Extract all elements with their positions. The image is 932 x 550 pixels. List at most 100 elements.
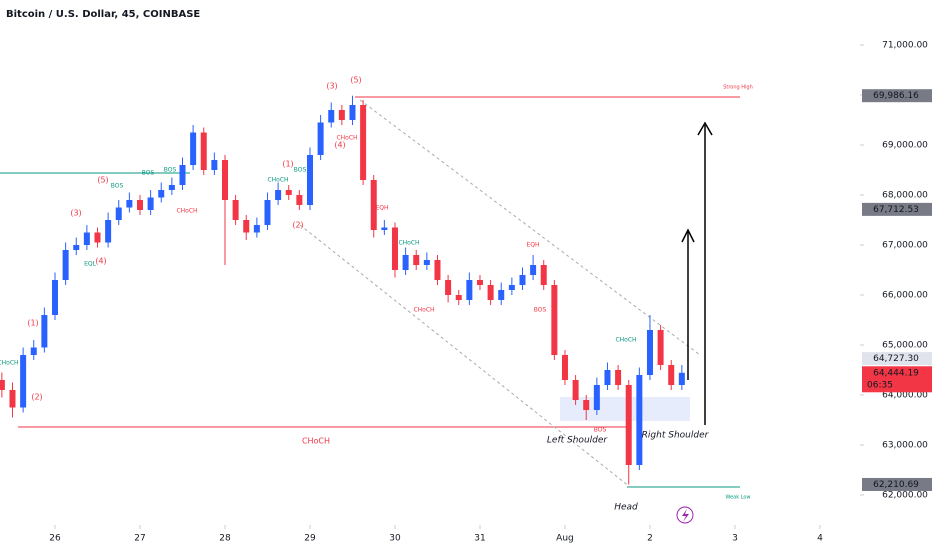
y-tick-label: 71,000.00 <box>882 41 928 51</box>
candle-body <box>604 370 611 385</box>
lightning-icon[interactable] <box>676 506 694 524</box>
chart-title: Bitcoin / U.S. Dollar, 45, COINBASE <box>6 9 200 20</box>
candle-body <box>211 160 218 170</box>
candle-body <box>147 197 154 210</box>
price-label-box <box>862 89 932 103</box>
x-tick-label: 29 <box>304 534 316 544</box>
candle-body <box>41 315 48 348</box>
annotation: Right Shoulder <box>642 431 710 441</box>
zone-box <box>560 397 690 421</box>
candle-body <box>572 380 579 400</box>
annotation: (4) <box>95 257 106 266</box>
annotation: BOS <box>111 183 124 190</box>
y-tick-label: 63,000.00 <box>882 441 928 451</box>
annotation: CHoCH <box>398 240 419 247</box>
y-tick-label: 65,000.00 <box>882 341 928 351</box>
candle-body <box>583 400 590 410</box>
candle-body <box>62 250 69 280</box>
x-tick-label: 2 <box>647 534 653 544</box>
lightning-bolt <box>682 509 689 522</box>
candle-body <box>317 122 324 155</box>
candle-body <box>30 347 37 355</box>
arrow-head <box>697 121 713 136</box>
candle-body <box>296 195 303 205</box>
annotation: EQH <box>375 205 388 212</box>
candle-body <box>381 227 388 230</box>
candle-body <box>190 132 197 165</box>
candle-body <box>136 200 143 210</box>
countdown: 06:35 <box>867 380 893 390</box>
candle-body <box>349 105 356 120</box>
candle-body <box>561 355 568 380</box>
annotation: BOS <box>142 170 155 177</box>
candle-body <box>168 185 175 190</box>
candle-body <box>434 260 441 280</box>
x-tick-label: 27 <box>134 534 145 544</box>
annotation: Left Shoulder <box>547 436 608 446</box>
candle-body <box>519 275 526 285</box>
price-label-box <box>862 202 932 216</box>
x-tick-label: 28 <box>219 534 231 544</box>
annotation: BOS <box>594 427 607 434</box>
candle-body <box>0 380 5 390</box>
candle-body <box>476 280 483 285</box>
candle-body <box>275 190 282 200</box>
candle-body <box>20 355 27 408</box>
price-label: 64,727.30 <box>873 354 919 364</box>
candle-body <box>455 295 462 300</box>
candle-body <box>551 285 558 355</box>
candle-body <box>83 232 90 245</box>
annotation: CHoCH <box>176 208 197 215</box>
annotation: (4) <box>334 141 345 150</box>
candle-body <box>73 245 80 250</box>
x-tick-label: Aug <box>556 534 574 544</box>
candle-body <box>636 375 643 465</box>
channel-line <box>299 224 631 488</box>
annotation: CHoCH <box>267 177 288 184</box>
annotation: CHoCH <box>413 307 434 314</box>
candle-body <box>306 155 313 205</box>
x-tick-label: 30 <box>389 534 401 544</box>
annotation: BOS <box>534 307 547 314</box>
annotation: (5) <box>350 76 361 85</box>
candle-body <box>232 200 239 220</box>
annotation: EQL <box>84 261 97 268</box>
candle-body <box>370 180 377 230</box>
channel-line <box>359 99 701 356</box>
candle-body <box>243 220 250 233</box>
y-tick-label: 62,000.00 <box>882 491 928 501</box>
annotation: Weak Low <box>725 495 750 501</box>
annotation: CHoCH <box>0 360 19 367</box>
annotation: CHoCH <box>615 337 636 344</box>
candle-body <box>360 105 367 180</box>
annotation: (5) <box>97 176 108 185</box>
annotation: Head <box>614 503 638 513</box>
candle-body <box>657 330 664 365</box>
x-tick-label: 31 <box>474 534 485 544</box>
candle-body <box>668 365 675 385</box>
price-label: 62,210.69 <box>873 480 919 490</box>
y-tick-label: 66,000.00 <box>882 291 928 301</box>
candle-body <box>105 220 112 243</box>
price-label: 69,986.16 <box>873 91 919 101</box>
candle-body <box>126 200 133 208</box>
arrow-head <box>681 228 695 243</box>
candle-body <box>179 165 186 185</box>
price-label: 67,712.53 <box>873 205 919 215</box>
candle-body <box>678 372 685 385</box>
candle-body <box>51 280 58 315</box>
y-tick-label: 64,000.00 <box>882 391 928 401</box>
price-label: 64,444.19 <box>873 368 919 378</box>
candle-body <box>9 390 16 408</box>
candle-body <box>200 132 207 170</box>
candle-body <box>540 265 547 285</box>
y-tick-label: 69,000.00 <box>882 141 928 151</box>
candle-body <box>508 285 515 290</box>
annotation: Strong High <box>723 85 753 91</box>
candle-body <box>253 225 260 233</box>
candle-body <box>615 370 622 385</box>
price-label-box <box>862 366 932 393</box>
annotation: BOS <box>164 167 177 174</box>
candle-body <box>413 255 420 265</box>
candle-body <box>221 160 228 200</box>
